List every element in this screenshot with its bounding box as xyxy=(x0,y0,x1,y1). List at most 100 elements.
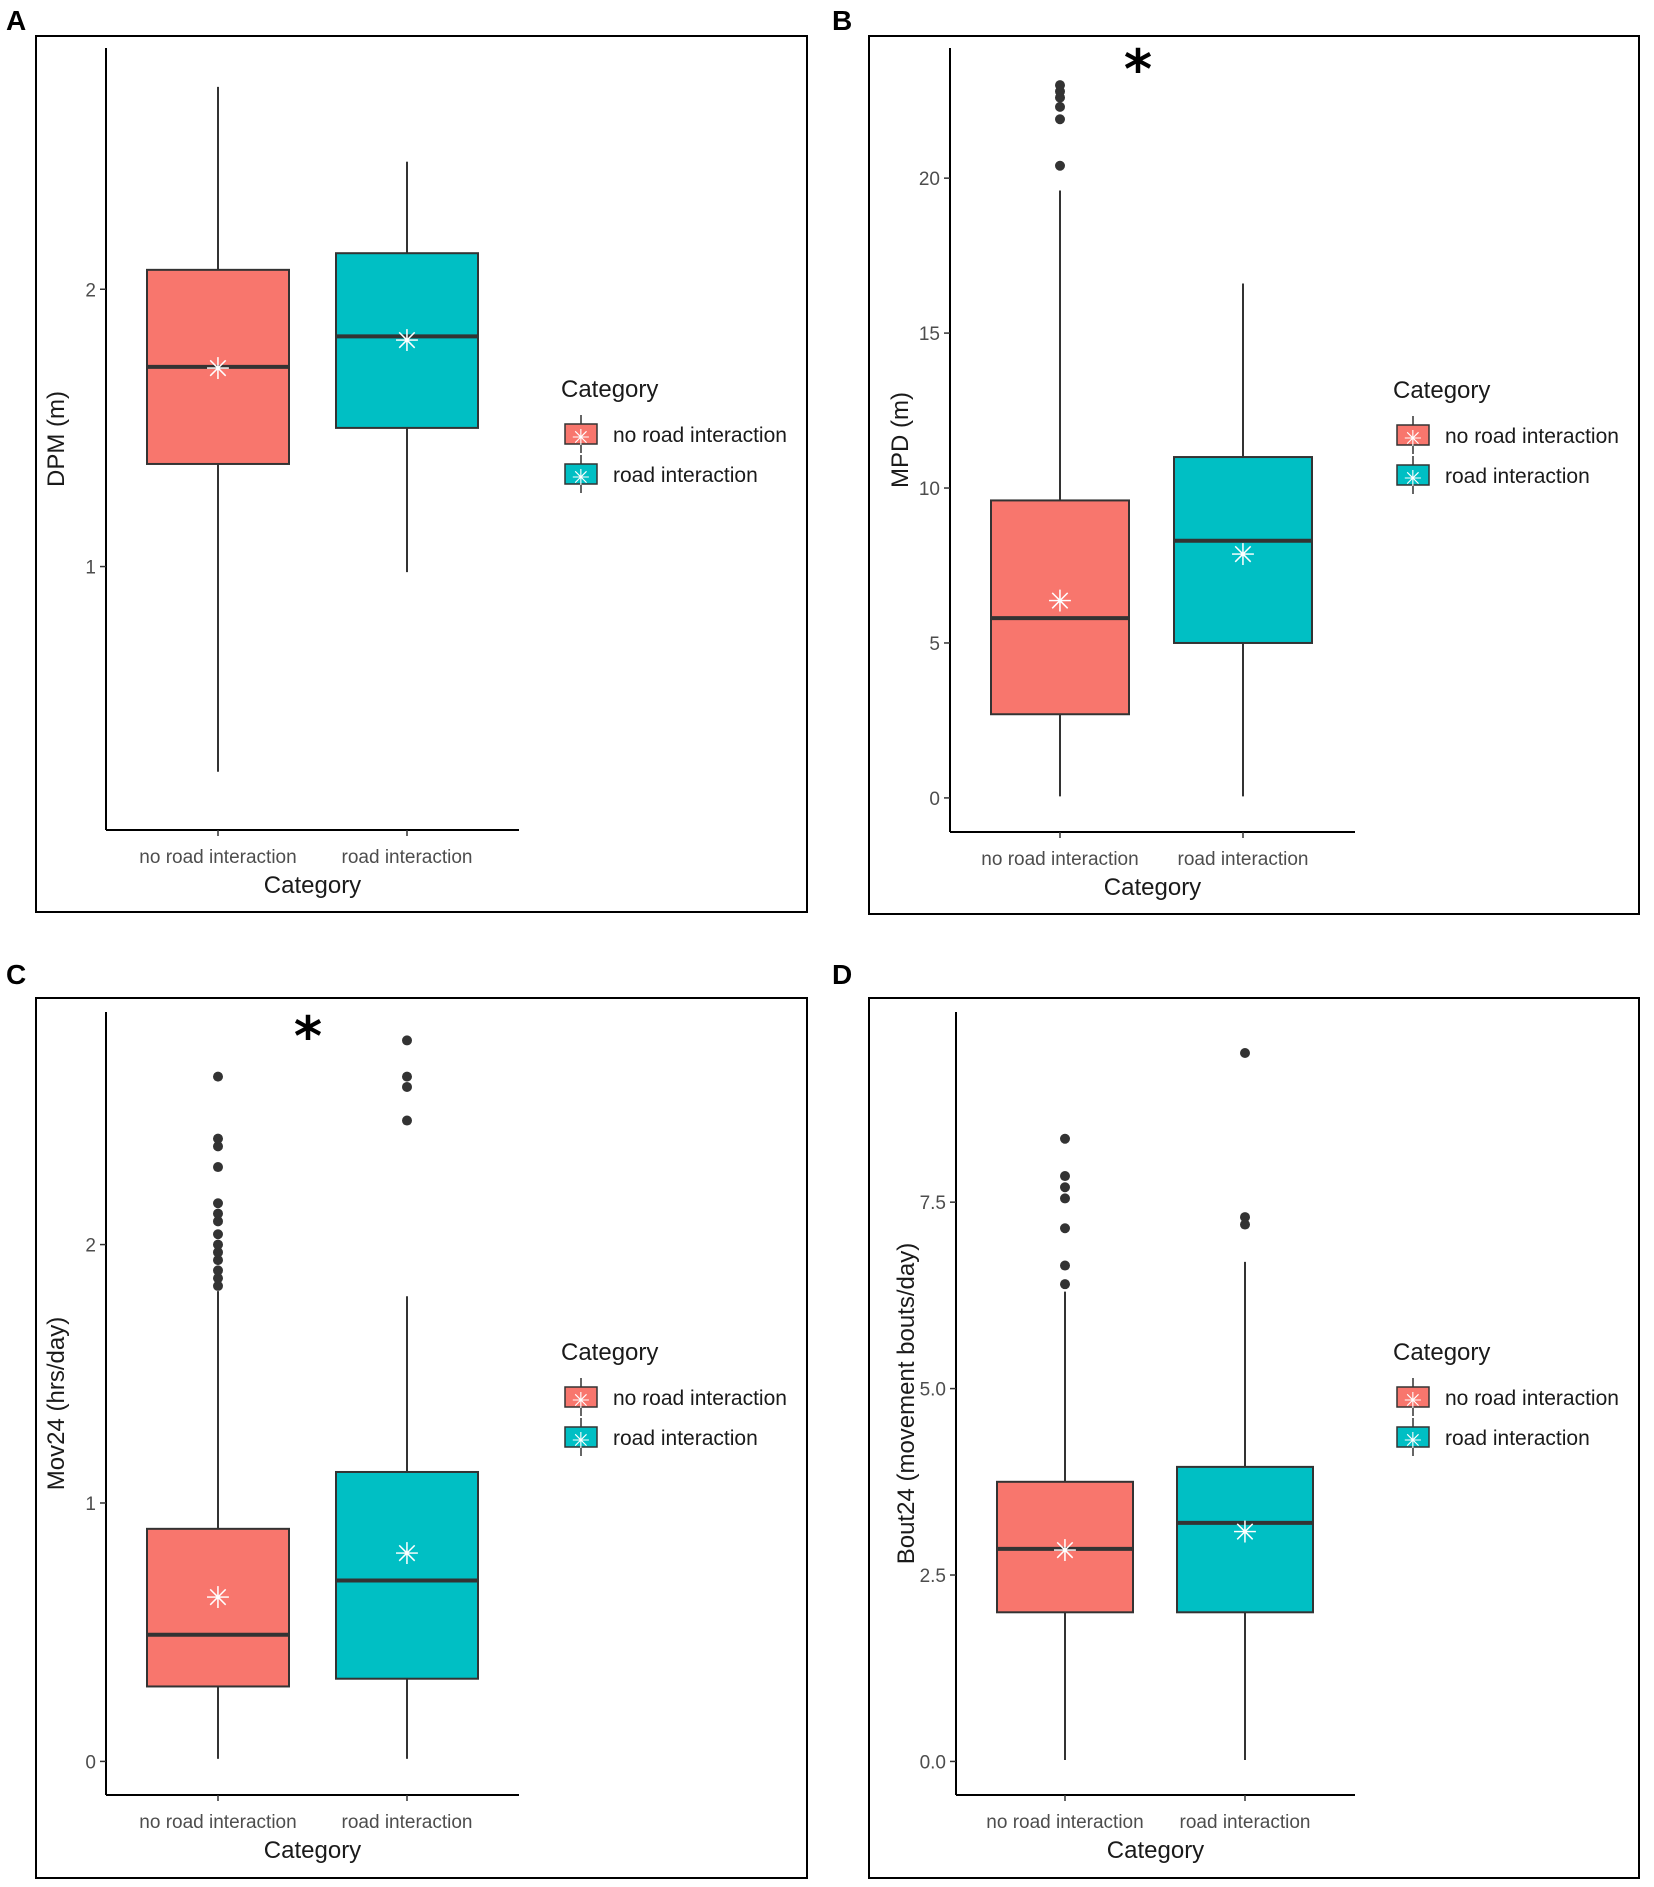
x-tick-label: road interaction xyxy=(1180,1812,1311,1833)
y-tick-label: 20 xyxy=(919,169,940,190)
outlier-point xyxy=(1055,80,1065,91)
box-road-interaction: ✳ xyxy=(1176,1048,1314,1760)
legend-key-mean: ✳ xyxy=(572,466,590,491)
panel-d: D 0.0 2.5 5.0 7.5 Bout24 (movement bouts/day)… xyxy=(832,959,1640,1879)
legend-label: road interaction xyxy=(613,1427,758,1450)
mean-marker: ✳ xyxy=(1047,585,1072,620)
legend: Category ✳ no road interaction ✳ road intera… xyxy=(561,376,787,493)
mean-marker: ✳ xyxy=(1232,1515,1257,1550)
x-tick-label: no road interaction xyxy=(139,847,296,868)
legend-label: road interaction xyxy=(1445,465,1590,488)
legend-key-box xyxy=(564,463,598,485)
outlier-point xyxy=(1060,1133,1070,1144)
legend-key-box xyxy=(564,423,598,445)
outlier-point xyxy=(213,1239,223,1250)
mean-marker: ✳ xyxy=(1052,1534,1077,1569)
legend-label: no road interaction xyxy=(613,1387,787,1410)
panel-letter: B xyxy=(832,5,852,36)
outlier-point xyxy=(1240,1212,1250,1223)
legend: Category ✳ no road interaction ✳ road intera… xyxy=(561,1339,787,1456)
outlier-point xyxy=(1060,1279,1070,1290)
outlier-point xyxy=(1060,1171,1070,1182)
box-iqr xyxy=(1173,456,1313,644)
x-tick-label: no road interaction xyxy=(981,849,1138,870)
x-axis-title: Category xyxy=(264,1837,361,1864)
outlier-point xyxy=(213,1265,223,1276)
legend-key-mean: ✳ xyxy=(572,426,590,451)
outlier-point xyxy=(1055,114,1065,125)
y-tick-label: 15 xyxy=(919,324,940,345)
outlier-point xyxy=(1240,1048,1250,1059)
outlier-point xyxy=(213,1133,223,1144)
box-iqr xyxy=(146,1527,290,1688)
legend-title: Category xyxy=(561,376,658,403)
legend-label: road interaction xyxy=(1445,1427,1590,1450)
legend-title: Category xyxy=(561,1339,658,1366)
y-tick-label: 5.0 xyxy=(920,1380,946,1401)
y-tick-label: 1 xyxy=(85,1494,96,1515)
mean-marker: ✳ xyxy=(205,352,230,387)
legend-key-mean: ✳ xyxy=(572,1429,590,1454)
outlier-point xyxy=(1060,1260,1070,1271)
panel-border xyxy=(35,997,808,1879)
y-tick-label: 2.5 xyxy=(920,1566,946,1587)
outlier-point xyxy=(213,1216,223,1227)
x-tick-label: no road interaction xyxy=(139,1812,296,1833)
x-axis-title: Category xyxy=(1107,1837,1204,1864)
legend-key-box xyxy=(1396,1386,1430,1408)
box-no-road-interaction: ✳ xyxy=(990,80,1130,797)
x-tick-label: road interaction xyxy=(1178,849,1309,870)
legend-key-mean: ✳ xyxy=(1404,467,1422,492)
panel-b: B * 0 5 10 15 20 MPD (m) no road interaction road… xyxy=(832,5,1640,915)
y-tick-label: 10 xyxy=(919,479,940,500)
outlier-point xyxy=(213,1247,223,1258)
legend-label: no road interaction xyxy=(613,424,787,447)
legend-label: no road interaction xyxy=(1445,1387,1619,1410)
legend-title: Category xyxy=(1393,377,1490,404)
y-tick-label: 2 xyxy=(85,1236,96,1257)
legend-key-box xyxy=(564,1386,598,1408)
box-road-interaction: ✳ xyxy=(1173,283,1313,797)
y-axis-title: Bout24 (movement bouts/day) xyxy=(893,1243,920,1565)
y-axis-title: Mov24 (hrs/day) xyxy=(43,1317,70,1490)
outlier-point xyxy=(1060,1182,1070,1193)
y-tick-label: 0 xyxy=(929,789,940,810)
y-tick-label: 0 xyxy=(85,1752,96,1773)
box-no-road-interaction: ✳ xyxy=(146,1071,290,1759)
outlier-point xyxy=(213,1198,223,1209)
outlier-point xyxy=(402,1081,412,1092)
box-iqr xyxy=(335,252,479,429)
y-axis-title: DPM (m) xyxy=(43,391,70,487)
legend-key-mean: ✳ xyxy=(1404,427,1422,452)
outlier-point xyxy=(213,1162,223,1173)
y-tick-label: 7.5 xyxy=(920,1193,946,1214)
outlier-point xyxy=(402,1035,412,1046)
box-no-road-interaction: ✳ xyxy=(146,86,290,772)
panel-border xyxy=(35,35,808,913)
y-axis-title: MPD (m) xyxy=(887,392,914,488)
outlier-point xyxy=(213,1280,223,1291)
legend: Category ✳ no road interaction ✳ road intera… xyxy=(1393,377,1619,494)
y-tick-label: 2 xyxy=(85,280,96,301)
outlier-point xyxy=(402,1115,412,1126)
box-iqr xyxy=(990,499,1130,716)
x-axis-title: Category xyxy=(264,872,361,899)
outlier-point xyxy=(213,1255,223,1266)
outlier-point xyxy=(213,1141,223,1152)
outlier-point xyxy=(1240,1219,1250,1230)
panel-border xyxy=(868,997,1640,1879)
x-tick-label: no road interaction xyxy=(986,1812,1143,1833)
mean-marker: ✳ xyxy=(394,324,419,359)
box-no-road-interaction: ✳ xyxy=(996,1133,1134,1760)
outlier-point xyxy=(213,1071,223,1082)
box-iqr xyxy=(1176,1465,1314,1614)
outlier-point xyxy=(1060,1193,1070,1204)
outlier-point xyxy=(213,1273,223,1284)
legend-key-box xyxy=(564,1426,598,1448)
panel-a: A 1 2 DPM (m) no road interaction road intera… xyxy=(6,5,808,913)
significance-marker: * xyxy=(294,1005,322,1068)
significance-marker: * xyxy=(1124,38,1152,101)
legend-key-mean: ✳ xyxy=(1404,1429,1422,1454)
y-tick-label: 5 xyxy=(929,634,940,655)
